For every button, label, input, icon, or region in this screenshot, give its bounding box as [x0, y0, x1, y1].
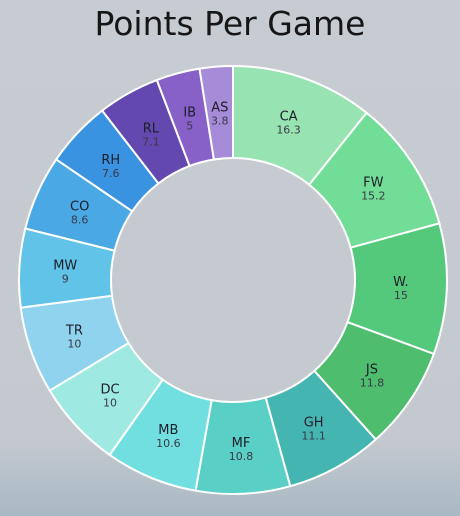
slice-value: 15 [394, 289, 408, 302]
slice-value: 11.8 [360, 376, 385, 389]
slice-value: 15.2 [361, 190, 386, 203]
slice-value: 9 [62, 272, 69, 285]
slice-label: MW [53, 258, 77, 273]
slice-label: AS [211, 101, 228, 116]
slice-value: 3.8 [211, 115, 229, 128]
slice-value: 10 [67, 337, 81, 350]
slice-label: RL [143, 121, 160, 136]
slice-label: GH [304, 415, 324, 430]
slice-as[interactable] [198, 64, 234, 161]
slice-label: TR [65, 323, 83, 338]
slice-label: FW [363, 176, 383, 191]
slice-value: 10.8 [229, 450, 254, 463]
slice-label: MB [158, 423, 178, 438]
slice-label: CA [280, 109, 298, 124]
donut-slices [18, 64, 448, 495]
slice-value: 7.6 [102, 167, 120, 180]
slice-value: 16.3 [276, 123, 301, 136]
slice-value: 5 [186, 120, 193, 133]
slice-value: 10 [103, 396, 117, 409]
slice-label: W. [393, 275, 409, 290]
slice-label: RH [101, 153, 120, 168]
slice-value: 8.6 [71, 213, 89, 226]
slice-label: MF [232, 436, 251, 451]
slice-label: IB [183, 106, 196, 121]
chart-title: Points Per Game [94, 4, 366, 43]
slice-value: 7.1 [142, 135, 160, 148]
slice-label: JS [365, 362, 378, 377]
slice-label: CO [70, 199, 89, 214]
slice-value: 11.1 [301, 429, 326, 442]
slice-value: 10.6 [156, 437, 181, 450]
slice-label: DC [100, 382, 119, 397]
